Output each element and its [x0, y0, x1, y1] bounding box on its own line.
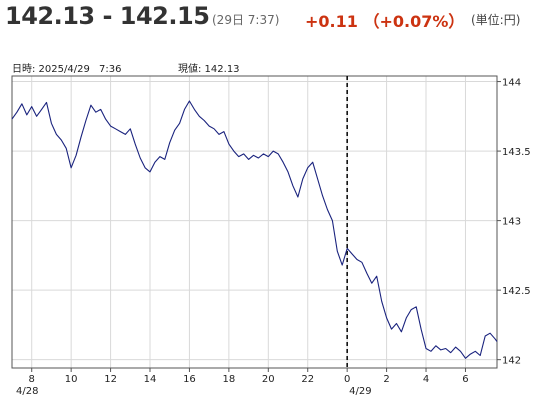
datetime-readout: 日時: 2025/4/29 7:36: [12, 60, 121, 75]
x-tick-label: 18: [223, 374, 236, 385]
x-tick-label: 16: [183, 374, 196, 385]
x-tick-label: 8: [29, 374, 35, 385]
x-date-label: 4/29: [349, 386, 371, 397]
x-tick-label: 22: [301, 374, 314, 385]
y-tick-label: 143: [502, 217, 521, 228]
y-tick-label: 143.5: [502, 147, 531, 158]
x-tick-label: 4: [423, 374, 429, 385]
x-tick-label: 0: [344, 374, 350, 385]
y-tick-label: 142.5: [502, 286, 531, 297]
unit-label: (単位:円): [471, 13, 521, 27]
price-series-line: [11, 100, 498, 359]
plot-frame: [11, 75, 498, 369]
price-change: +0.11 （+0.07%）: [305, 12, 465, 31]
y-axis: 144 143.5 143 142.5 142: [497, 78, 531, 367]
x-tick-label: 2: [383, 374, 389, 385]
chart-grid: [12, 76, 497, 368]
x-date-label: 4/28: [16, 386, 38, 397]
x-tick-label: 12: [104, 374, 117, 385]
current-value-label: 現値: 142.13: [178, 64, 240, 75]
x-axis: 8 10 12 14 16 18 20 22 0 2 4 6 4/28 4/29: [16, 368, 469, 397]
price-range: 142.13 - 142.15: [5, 2, 210, 30]
x-tick-label: 6: [462, 374, 468, 385]
price-chart: 144 143.5 143 142.5 142 8 10 12 14 16 18 20 22 0 2 4 6 4…: [11, 75, 531, 397]
quote-time: (29日 7:37): [212, 13, 280, 27]
y-tick-label: 142: [502, 356, 521, 367]
y-tick-label: 144: [502, 78, 521, 89]
x-tick-label: 20: [262, 374, 275, 385]
datetime-label: 日時: 2025/4/29: [12, 64, 90, 75]
current-value-readout: 現値: 142.13: [178, 60, 240, 75]
x-tick-label: 10: [65, 374, 78, 385]
datetime-time: 7:36: [99, 64, 122, 75]
x-tick-label: 14: [144, 374, 157, 385]
